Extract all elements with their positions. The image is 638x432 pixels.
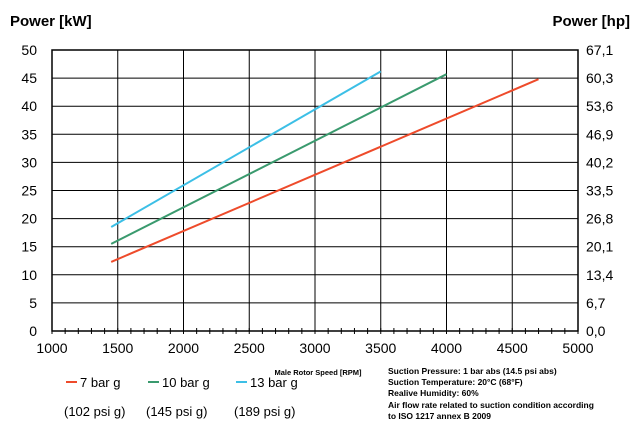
x-tick-label: 4000 xyxy=(431,340,462,356)
note-line: Suction Temperature: 20°C (68°F) xyxy=(388,377,523,388)
series-line-13-bar-g xyxy=(110,70,382,228)
legend-label: 13 bar g xyxy=(250,375,298,390)
y-right-tick-label: 13,4 xyxy=(586,267,613,283)
y-right-tick-label: 67,1 xyxy=(586,42,613,58)
y-left-tick-label: 15 xyxy=(21,239,37,255)
y-right-tick-label: 46,9 xyxy=(586,126,613,142)
x-tick-label: 1500 xyxy=(102,340,133,356)
x-tick-label: 1000 xyxy=(36,340,67,356)
y-right-tick-label: 26,8 xyxy=(586,211,613,227)
legend-sublabel: (102 psi g) xyxy=(64,404,125,419)
grid xyxy=(51,49,579,334)
note-line: Air flow rate related to suction conditi… xyxy=(388,399,594,410)
series-line-10-bar-g xyxy=(110,73,447,245)
y-right-tick-label: 40,2 xyxy=(586,154,613,170)
y-left-tick-label: 10 xyxy=(21,267,37,283)
y-left-tick-label: 25 xyxy=(21,183,37,199)
series-line-7-bar-g xyxy=(110,78,539,263)
y-left-tick-label: 45 xyxy=(21,70,37,86)
note-line: Suction Pressure: 1 bar abs (14.5 psi ab… xyxy=(388,366,557,376)
legend-sublabel: (145 psi g) xyxy=(146,404,207,419)
x-tick-label: 3000 xyxy=(299,340,330,356)
tick-labels: 0 0,0 5 6,7 10 13,4 15 20,1 20 26,8 25 33,5 30 40,2 35… xyxy=(21,42,613,356)
y-left-tick-label: 40 xyxy=(21,98,37,114)
x-tick-label: 3500 xyxy=(365,340,396,356)
legend-sublabel: (189 psi g) xyxy=(234,404,295,419)
y-left-tick-label: 50 xyxy=(21,42,37,58)
x-tick-label: 5000 xyxy=(562,340,593,356)
y-left-tick-label: 30 xyxy=(21,154,37,170)
x-axis-title: Male Rotor Speed [RPM] xyxy=(274,368,362,377)
y-right-tick-label: 6,7 xyxy=(586,295,606,311)
legend-label: 7 bar g xyxy=(80,375,120,390)
x-tick-label: 2000 xyxy=(168,340,199,356)
note-line: Realive Humidity: 60% xyxy=(388,388,479,399)
y-right-tick-label: 20,1 xyxy=(586,239,613,255)
y-right-tick-label: 60,3 xyxy=(586,70,613,86)
x-tick-label: 4500 xyxy=(497,340,528,356)
plot-frame xyxy=(51,49,579,332)
y-left-tick-label: 0 xyxy=(29,323,37,339)
y-left-tick-label: 35 xyxy=(21,126,37,142)
test-conditions-notes: Suction Pressure: 1 bar abs (14.5 psi ab… xyxy=(388,366,594,422)
legend: 7 bar g (102 psi g) 10 bar g (145 psi g) 13 … xyxy=(64,375,298,419)
x-tick-label: 2500 xyxy=(234,340,265,356)
series-lines xyxy=(110,70,539,263)
note-line: to ISO 1217 annex B 2009 xyxy=(388,410,491,421)
y-right-tick-label: 33,5 xyxy=(586,183,613,199)
y-left-tick-label: 20 xyxy=(21,211,37,227)
legend-label: 10 bar g xyxy=(162,375,210,390)
y-right-axis-title: Power [hp] xyxy=(553,13,631,30)
y-right-tick-label: 53,6 xyxy=(586,98,613,114)
y-right-tick-label: 0,0 xyxy=(586,323,606,339)
y-left-tick-label: 5 xyxy=(29,295,37,311)
y-left-axis-title: Power [kW] xyxy=(10,13,92,30)
